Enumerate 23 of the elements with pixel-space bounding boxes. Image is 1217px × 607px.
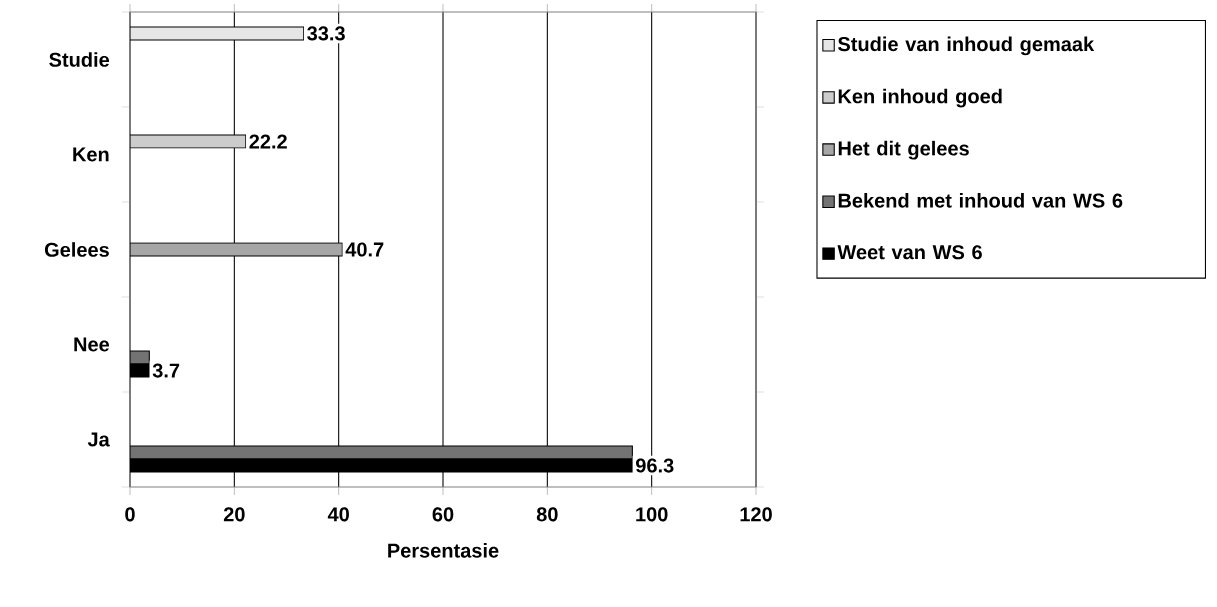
- y-tick-label: Nee: [74, 337, 110, 352]
- x-tick-label: 100: [636, 507, 668, 522]
- x-tick-label: 0: [125, 507, 135, 522]
- y-tick-label: Ja: [87, 432, 110, 447]
- legend-label: Het dit gelees: [838, 140, 969, 160]
- x-tick-label: 120: [740, 507, 772, 522]
- legend-label: Studie van inhoud gemaak: [838, 36, 1095, 56]
- x-tick-label: 80: [536, 507, 558, 522]
- legend-label: Bekend met inhoud van WS 6: [838, 192, 1123, 208]
- y-tick-label: Gelees: [44, 242, 109, 257]
- y-tick-label: Ken: [73, 147, 109, 162]
- data-label: 33.3: [307, 26, 345, 41]
- x-axis-title: Persentasie: [388, 543, 499, 558]
- x-tick-label: 40: [327, 507, 349, 522]
- y-tick-label: Studie: [49, 52, 110, 67]
- data-label: 22.2: [249, 134, 287, 149]
- legend-label: Ken inhoud goed: [838, 88, 1002, 108]
- data-label: 3.7: [152, 363, 180, 378]
- data-label: 40.7: [345, 242, 384, 257]
- data-label: 96.3: [635, 458, 674, 473]
- x-tick-label: 60: [432, 507, 454, 522]
- legend-label: Weet van WS 6: [837, 245, 982, 260]
- x-tick-label: 20: [223, 507, 245, 522]
